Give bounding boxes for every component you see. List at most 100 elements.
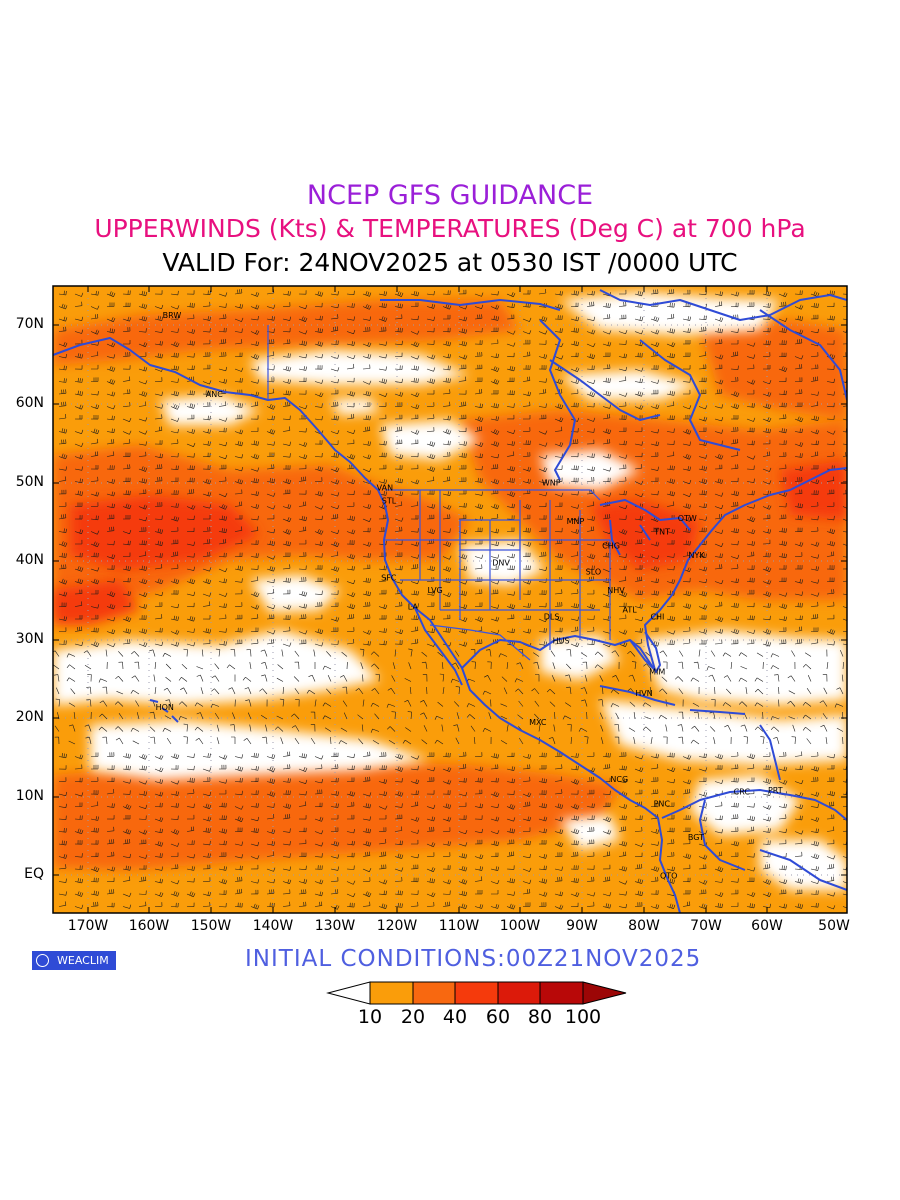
wind-barb	[826, 340, 835, 345]
wind-barb	[410, 365, 419, 371]
wind-barb	[746, 440, 755, 446]
title-parameter: UPPERWINDS (Kts) & TEMPERATURES (Deg C) …	[94, 214, 806, 243]
wind-barb	[778, 292, 788, 298]
wind-barb	[154, 404, 164, 409]
wind-barb	[586, 290, 595, 296]
wind-barb	[394, 540, 403, 545]
wind-barb	[570, 389, 579, 395]
wind-barb	[362, 564, 371, 570]
wind-barb	[778, 603, 788, 609]
wind-barb	[218, 292, 228, 297]
wind-barb	[682, 603, 692, 609]
wind-barb	[266, 339, 275, 345]
wind-barb	[106, 540, 115, 546]
wind-barb	[138, 517, 148, 522]
wind-barb	[506, 640, 515, 646]
wind-barb	[794, 503, 803, 509]
wind-barb	[634, 616, 644, 622]
wind-barb	[250, 353, 260, 360]
wind-barb	[283, 552, 291, 557]
wind-barb	[698, 338, 707, 345]
wind-barb	[234, 515, 243, 520]
wind-barb	[122, 302, 131, 307]
wind-barb	[202, 352, 211, 357]
wind-barb	[778, 464, 787, 470]
wind-barb	[666, 328, 676, 334]
wind-barb	[346, 391, 356, 397]
wind-barb	[506, 466, 516, 472]
wind-barb	[74, 466, 83, 471]
wind-barb	[506, 292, 516, 298]
wind-barb	[746, 615, 755, 621]
wind-barb	[106, 342, 116, 348]
wind-barb	[746, 602, 755, 608]
wind-barb	[762, 504, 772, 510]
wind-barb	[634, 480, 644, 485]
wind-barb	[570, 465, 579, 471]
wind-barb	[394, 589, 403, 595]
wind-barb	[138, 430, 148, 435]
wind-barb	[330, 303, 339, 309]
wind-barb	[74, 415, 83, 420]
wind-barb	[394, 565, 403, 571]
wind-barb	[698, 503, 707, 509]
wind-barb	[458, 641, 468, 647]
wind-barb	[650, 503, 659, 509]
wind-barb	[218, 552, 227, 558]
wind-barb	[618, 392, 628, 397]
wind-barb	[154, 578, 164, 585]
wind-barb	[778, 440, 787, 445]
wind-barb	[394, 640, 403, 645]
wind-barb	[730, 438, 739, 445]
wind-barb	[282, 353, 291, 358]
wind-barb	[794, 290, 803, 295]
wind-barb	[218, 314, 227, 320]
wind-barb	[746, 565, 755, 570]
wind-barb	[794, 416, 804, 423]
wind-barb	[651, 477, 659, 482]
wind-barb	[602, 477, 611, 483]
wind-barb	[346, 638, 355, 645]
wind-barb	[682, 389, 691, 395]
wind-barb	[506, 330, 516, 335]
wind-barb	[250, 491, 259, 496]
wind-barb	[394, 352, 403, 357]
wind-barb	[442, 389, 451, 395]
wind-barb	[762, 417, 772, 422]
wind-barb	[410, 615, 419, 620]
wind-barb	[106, 578, 115, 583]
wind-barb	[138, 478, 148, 484]
wind-barb	[298, 565, 307, 570]
wind-barb	[490, 503, 500, 510]
wind-barb	[362, 553, 371, 558]
wind-barb	[91, 590, 99, 595]
wind-barb	[778, 377, 787, 382]
wind-barb	[266, 304, 276, 309]
wind-barb	[794, 638, 803, 645]
wind-barb	[538, 430, 548, 435]
wind-barb	[682, 453, 692, 460]
wind-barb	[170, 290, 179, 296]
wind-barb	[410, 291, 420, 297]
wind-barb	[490, 315, 499, 321]
wind-barb	[714, 579, 724, 585]
wind-barb	[778, 390, 787, 396]
wind-barb	[826, 601, 835, 607]
wind-barb	[682, 414, 691, 420]
wind-barb	[202, 328, 211, 333]
wind-barb	[474, 465, 483, 471]
wind-barb	[538, 365, 547, 370]
wind-barb	[554, 303, 564, 310]
wind-barb	[762, 514, 771, 520]
wind-barb	[522, 317, 532, 322]
wind-barb	[538, 388, 547, 395]
wind-barb	[282, 390, 291, 396]
wind-barb	[410, 528, 419, 533]
wind-barb	[682, 516, 692, 522]
wind-barb	[74, 429, 84, 434]
wind-barb	[586, 439, 595, 445]
wind-barb	[298, 316, 308, 322]
wind-barb	[346, 627, 355, 632]
wind-barb	[266, 505, 276, 510]
